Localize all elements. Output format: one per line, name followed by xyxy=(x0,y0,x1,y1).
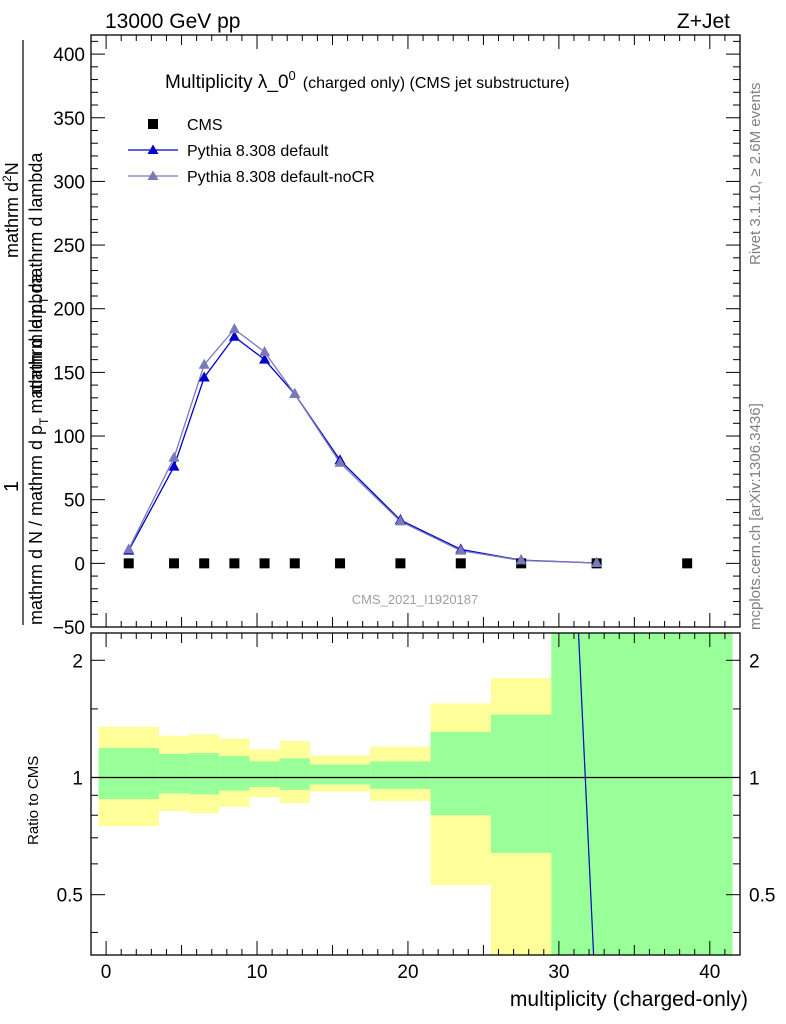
y-label-bottom-a: mathrm d N / mathrm d p xyxy=(26,425,46,625)
ratio-y-tick-label-right: 2 xyxy=(749,651,760,672)
y-label-bottom: mathrm d N / mathrm d pTmathrm d lambda xyxy=(26,273,51,625)
y-label-numerator: mathrm d2N xyxy=(0,162,22,258)
ratio-y-label: Ratio to CMS xyxy=(25,756,42,845)
main-y-tick-label: −50 xyxy=(53,618,85,639)
x-tick-label: 10 xyxy=(246,962,267,983)
ratio-y-tick-label: 2 xyxy=(72,651,83,672)
ratio-y-tick-label: 1 xyxy=(72,768,83,789)
process-label: Z+Jet xyxy=(677,10,730,33)
data-point-cms xyxy=(169,558,180,569)
data-point-cms xyxy=(199,558,210,569)
series-line-2 xyxy=(128,328,597,564)
data-point-cms xyxy=(229,558,240,569)
analysis-watermark: CMS_2021_I1920187 xyxy=(352,592,479,607)
legend-marker-default xyxy=(147,144,159,154)
data-point-cms xyxy=(395,558,406,569)
legend-label-nocr: Pythia 8.308 default-noCR xyxy=(187,169,375,186)
x-tick-label: 20 xyxy=(397,962,418,983)
y-label-denom-b: mathrm d lambda xyxy=(26,152,46,293)
main-title-sup: 0 xyxy=(289,68,296,83)
ratio-green-band xyxy=(370,761,431,789)
data-point-series-2 xyxy=(334,456,346,467)
main-y-tick-label: 250 xyxy=(53,236,85,257)
series-line-1 xyxy=(128,335,597,564)
y-label-denominator: mathrm d pTmathrm d lambda xyxy=(26,152,51,395)
main-y-tick-label: 0 xyxy=(74,554,85,575)
data-point-cms xyxy=(259,558,270,569)
main-y-tick-label: 100 xyxy=(53,427,85,448)
y-label-numer-a: mathrm d xyxy=(2,182,22,258)
data-point-cms xyxy=(335,558,346,569)
y-label-bottom-b: mathrm d lambda xyxy=(26,273,46,414)
data-point-series-2 xyxy=(228,323,240,334)
data-point-series-2 xyxy=(289,388,301,399)
main-y-tick-label: 150 xyxy=(53,363,85,384)
ratio-plot xyxy=(91,632,740,956)
ratio-series-line xyxy=(577,632,595,956)
legend-marker-nocr xyxy=(147,170,159,180)
legend-label-cms: CMS xyxy=(187,117,223,134)
ratio-y-tick-label: 0.5 xyxy=(57,886,83,907)
y-label-bottom-sub: T xyxy=(37,417,51,425)
ratio-green-band xyxy=(249,761,280,788)
energy-label: 13000 GeV pp xyxy=(105,10,240,33)
data-point-cms xyxy=(289,558,300,569)
legend: CMS Pythia 8.308 default Pythia 8.308 de… xyxy=(128,117,375,186)
data-point-series-1 xyxy=(259,353,271,364)
ratio-y-tick-label-right: 0.5 xyxy=(749,886,775,907)
ratio-green-band xyxy=(189,753,220,795)
legend-label-default: Pythia 8.308 default xyxy=(187,143,329,160)
x-tick-label: 40 xyxy=(699,962,720,983)
main-y-tick-label: 200 xyxy=(53,300,85,321)
main-plot xyxy=(123,323,693,569)
x-axis-label: multiplicity (charged-only) xyxy=(510,988,748,1011)
ratio-green-band xyxy=(158,753,190,794)
ratio-green-band xyxy=(219,756,250,791)
x-tick-label: 30 xyxy=(548,962,569,983)
data-point-cms xyxy=(123,558,134,569)
main-y-tick-label: 350 xyxy=(53,109,85,130)
data-point-cms xyxy=(682,558,693,569)
data-point-series-2 xyxy=(259,346,271,357)
data-point-series-2 xyxy=(394,515,406,526)
main-y-axis-label: 1 mathrm d N / mathrm d pTmathrm d lambd… xyxy=(0,40,51,625)
y-label-denom-sub: T xyxy=(37,296,51,304)
ratio-green-band xyxy=(98,748,159,800)
main-y-tick-label: 300 xyxy=(53,172,85,193)
main-frame xyxy=(90,34,741,628)
main-title-rest: (charged only) (CMS jet substructure) xyxy=(303,75,570,92)
ratio-green-band xyxy=(430,731,491,816)
ratio-green-band xyxy=(309,764,371,785)
y-label-numer-b: N xyxy=(2,162,22,175)
main-title: Multiplicity λ_00 (charged only) (CMS jet… xyxy=(165,68,570,93)
data-point-series-2 xyxy=(591,556,603,567)
rivet-label: Rivet 3.1.10, ≥ 2.6M events xyxy=(747,83,764,266)
mcplots-label: mcplots.cern.ch [arXiv:1306.3436] xyxy=(747,403,764,630)
main-y-tick-label: 400 xyxy=(53,45,85,66)
data-point-cms xyxy=(455,558,466,569)
legend-marker-cms xyxy=(148,119,158,129)
main-y-tick-label: 50 xyxy=(64,491,85,512)
ratio-y-tick-label-right: 1 xyxy=(749,768,760,789)
data-point-series-2 xyxy=(515,554,527,565)
data-point-series-2 xyxy=(455,544,467,555)
x-tick-label: 0 xyxy=(101,962,112,983)
ratio-green-band xyxy=(490,714,552,853)
main-title-text: Multiplicity λ_0 xyxy=(165,72,289,93)
data-point-series-1 xyxy=(168,460,180,471)
ratio-frame xyxy=(90,632,741,956)
y-label-top: 1 xyxy=(1,481,23,492)
data-point-series-2 xyxy=(123,543,135,554)
ratio-green-band xyxy=(551,633,733,955)
ratio-green-band xyxy=(279,758,310,790)
data-point-series-2 xyxy=(198,358,210,369)
y-label-numer-sup: 2 xyxy=(0,175,14,182)
data-point-series-2 xyxy=(168,451,180,462)
data-point-series-1 xyxy=(198,371,210,382)
y-label-denom-a: mathrm d p xyxy=(26,304,46,395)
data-point-series-1 xyxy=(228,330,240,341)
